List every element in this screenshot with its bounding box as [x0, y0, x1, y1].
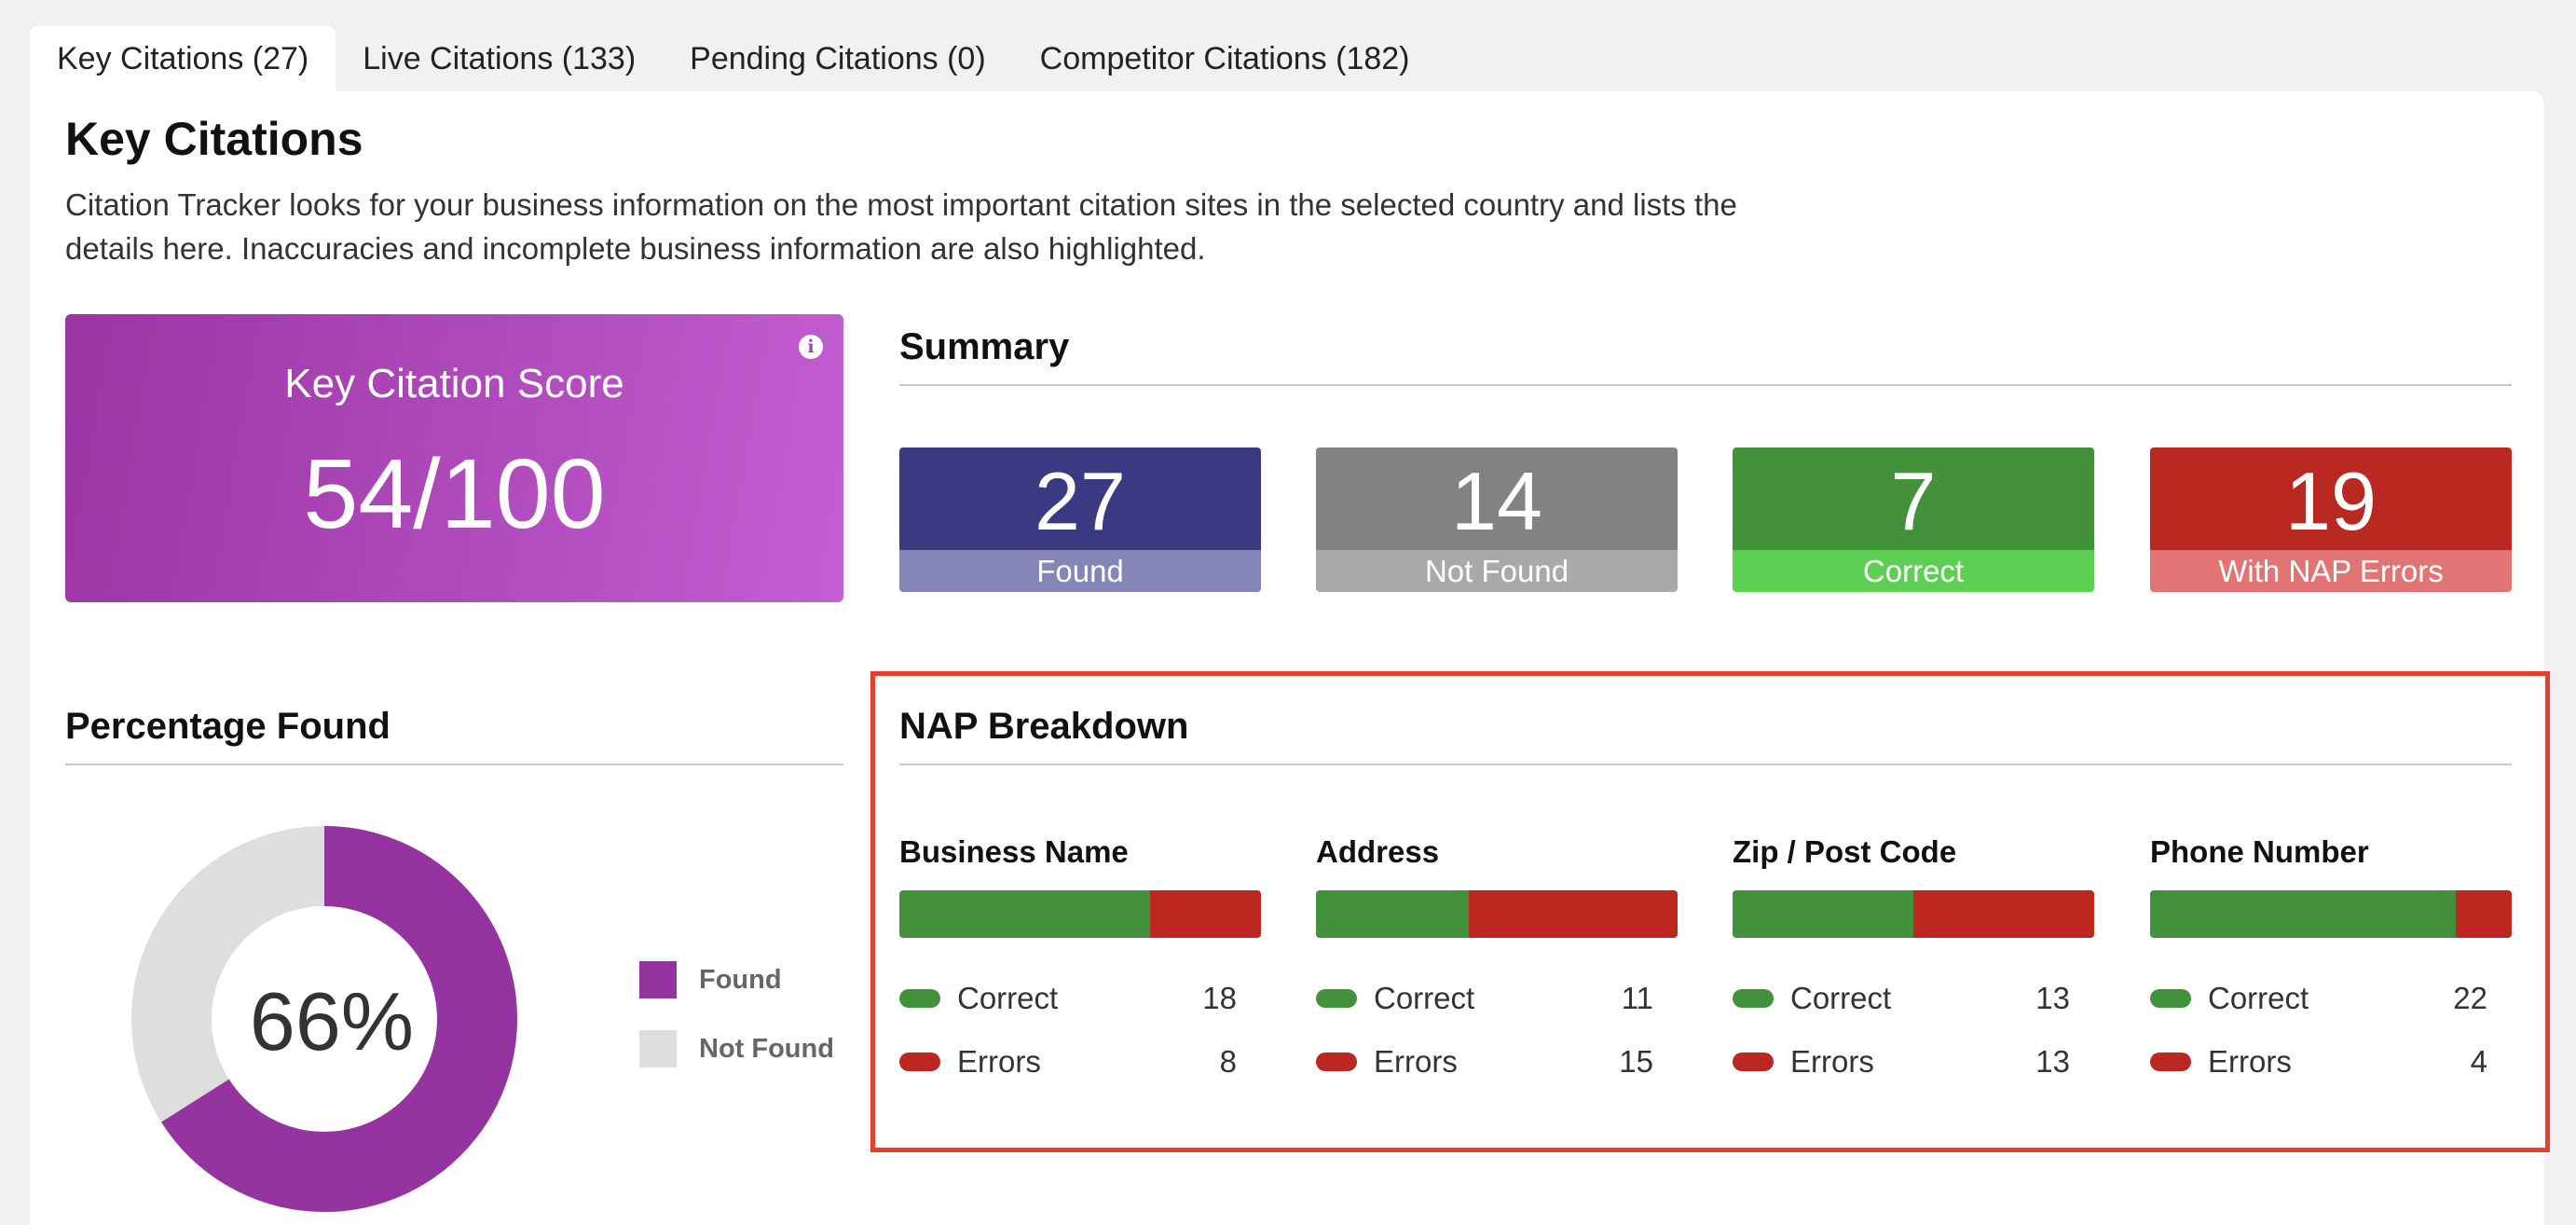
- legend-swatch-found: [639, 961, 677, 998]
- percentage-donut-chart: 66%: [131, 826, 517, 1212]
- summary-tile-not-found: 14 Not Found: [1316, 447, 1678, 592]
- legend-found: Found: [639, 961, 782, 998]
- nap-bar-correct: [1733, 890, 1913, 938]
- tile-label: With NAP Errors: [2150, 550, 2512, 592]
- nap-column-title: Address: [1316, 834, 1440, 869]
- correct-indicator-icon: [2150, 989, 2191, 1008]
- summary-divider: [899, 384, 2512, 386]
- legend-not-found-label: Not Found: [699, 1033, 834, 1064]
- nap-errors-count: 8: [1219, 1044, 1237, 1079]
- score-label: Key Citation Score: [284, 361, 624, 406]
- summary-tile-nap-errors: 19 With NAP Errors: [2150, 447, 2512, 592]
- nap-errors-label: Errors: [1374, 1044, 1458, 1079]
- citation-tabs: Key Citations (27) Live Citations (133) …: [30, 26, 1437, 91]
- nap-correct-count: 22: [2453, 981, 2487, 1015]
- nap-column-business-name: Business Name Correct 18 Errors 8: [899, 834, 1261, 1079]
- nap-errors-count: 4: [2470, 1044, 2487, 1079]
- nap-errors-label: Errors: [1790, 1044, 1874, 1079]
- tab-live-citations[interactable]: Live Citations (133): [363, 41, 637, 76]
- legend-not-found: Not Found: [639, 1030, 834, 1067]
- errors-indicator-icon: [1733, 1053, 1774, 1071]
- summary-title: Summary: [899, 326, 1070, 367]
- nap-bar-errors: [1469, 890, 1678, 938]
- nap-ratio-bar: [1733, 890, 2094, 938]
- key-citation-score-card: Key Citation Score 54/100 i: [65, 314, 843, 602]
- donut-percentage-label: 66%: [250, 975, 414, 1067]
- info-icon[interactable]: i: [799, 335, 823, 359]
- percentage-divider: [65, 764, 843, 765]
- donut-found-segment: [131, 826, 517, 1212]
- nap-correct-label: Correct: [1790, 981, 1892, 1015]
- score-value: 54/100: [303, 439, 606, 549]
- nap-bar-correct: [1316, 890, 1470, 938]
- nap-column-title: Business Name: [899, 834, 1129, 869]
- nap-correct-label: Correct: [2208, 981, 2309, 1015]
- nap-correct-row: Correct 13: [1733, 981, 2070, 1016]
- errors-indicator-icon: [899, 1053, 940, 1071]
- nap-errors-count: 15: [1619, 1044, 1653, 1079]
- nap-column-address: Address Correct 11 Errors 15: [1316, 834, 1678, 1079]
- errors-indicator-icon: [2150, 1053, 2191, 1071]
- nap-correct-label: Correct: [1374, 981, 1475, 1015]
- nap-ratio-bar: [1316, 890, 1678, 938]
- nap-errors-label: Errors: [2208, 1044, 2292, 1079]
- nap-column-zip-post-code: Zip / Post Code Correct 13 Errors 13: [1733, 834, 2094, 1079]
- tile-label: Found: [899, 550, 1261, 592]
- legend-found-label: Found: [699, 964, 782, 995]
- page-title: Key Citations: [65, 113, 363, 165]
- nap-correct-row: Correct 18: [899, 981, 1237, 1016]
- nap-correct-row: Correct 22: [2150, 981, 2487, 1016]
- nap-column-title: Phone Number: [2150, 834, 2369, 869]
- percentage-found-title: Percentage Found: [65, 706, 391, 747]
- tile-value: 27: [899, 447, 1261, 550]
- tab-pending-citations[interactable]: Pending Citations (0): [690, 41, 986, 76]
- nap-column-phone-number: Phone Number Correct 22 Errors 4: [2150, 834, 2512, 1079]
- nap-errors-label: Errors: [957, 1044, 1041, 1079]
- nap-correct-label: Correct: [957, 981, 1059, 1015]
- nap-column-title: Zip / Post Code: [1733, 834, 1957, 869]
- nap-errors-row: Errors 13: [1733, 1044, 2070, 1080]
- page-description: Citation Tracker looks for your business…: [65, 187, 1737, 266]
- summary-tile-correct: 7 Correct: [1733, 447, 2094, 592]
- nap-errors-row: Errors 8: [899, 1044, 1237, 1080]
- nap-breakdown-title: NAP Breakdown: [899, 706, 1189, 747]
- nap-correct-count: 18: [1202, 981, 1237, 1015]
- nap-bar-correct: [899, 890, 1150, 938]
- legend-swatch-not-found: [639, 1030, 677, 1067]
- errors-indicator-icon: [1316, 1053, 1357, 1071]
- tab-competitor-citations[interactable]: Competitor Citations (182): [1039, 41, 1410, 76]
- tile-value: 7: [1733, 447, 2094, 550]
- nap-correct-count: 13: [2035, 981, 2070, 1015]
- nap-bar-errors: [2456, 890, 2512, 938]
- nap-correct-row: Correct 11: [1316, 981, 1653, 1016]
- nap-ratio-bar: [899, 890, 1261, 938]
- tab-key-citations[interactable]: Key Citations (27): [30, 26, 336, 91]
- nap-bar-errors: [1149, 890, 1261, 938]
- tile-value: 19: [2150, 447, 2512, 550]
- summary-tile-found: 27 Found: [899, 447, 1261, 592]
- nap-errors-row: Errors 4: [2150, 1044, 2487, 1080]
- nap-divider: [899, 764, 2512, 765]
- correct-indicator-icon: [899, 989, 940, 1008]
- tile-value: 14: [1316, 447, 1678, 550]
- tile-label: Not Found: [1316, 550, 1678, 592]
- correct-indicator-icon: [1316, 989, 1357, 1008]
- nap-errors-count: 13: [2035, 1044, 2070, 1079]
- nap-bar-errors: [1913, 890, 2094, 938]
- nap-bar-correct: [2150, 890, 2457, 938]
- nap-correct-count: 11: [1621, 981, 1653, 1015]
- nap-breakdown-highlight: [870, 671, 2550, 1152]
- tile-label: Correct: [1733, 550, 2094, 592]
- nap-errors-row: Errors 15: [1316, 1044, 1653, 1080]
- nap-ratio-bar: [2150, 890, 2512, 938]
- correct-indicator-icon: [1733, 989, 1774, 1008]
